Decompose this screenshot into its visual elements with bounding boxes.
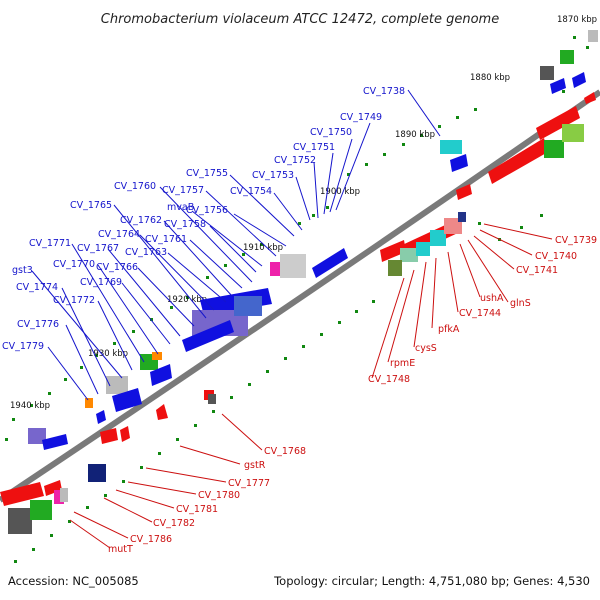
tick-marks (5, 36, 589, 563)
gene-label: cysS (415, 343, 437, 354)
gene-label: CV_1768 (264, 446, 306, 457)
gene-label: gstR (244, 460, 266, 471)
top-gene-labels: CV_1738 CV_1749 CV_1750 CV_1751 CV_1752 … (2, 86, 405, 352)
gene-label: CV_1749 (340, 112, 382, 123)
gene-label: glnS (510, 298, 531, 309)
gene-label: pfkA (438, 324, 460, 335)
gene-label: CV_1770 (53, 259, 95, 270)
gene-label: CV_1780 (198, 490, 240, 501)
top-callout-lines (31, 89, 441, 401)
gene-label: gst3 (12, 265, 33, 276)
reverse-genes (0, 106, 584, 534)
kbp-tick-label: 1900 kbp (320, 187, 360, 197)
gene-label: CV_1762 (120, 215, 162, 226)
gene-label: CV_1756 (186, 205, 228, 216)
kbp-labels: 1870 kbp 1880 kbp 1890 kbp 1900 kbp 1910… (10, 15, 597, 411)
gene-label: CV_1765 (70, 200, 112, 211)
gene-label: CV_1738 (363, 86, 405, 97)
gene-label: CV_1758 (164, 219, 206, 230)
kbp-tick-label: 1940 kbp (10, 401, 50, 411)
gene-label: CV_1786 (130, 534, 172, 545)
gene-label: CV_1763 (125, 247, 167, 258)
kbp-tick-label: 1930 kbp (88, 349, 128, 359)
topology-text: Topology: circular; Length: 4,751,080 bp… (273, 574, 590, 588)
gene-label: CV_1764 (98, 229, 140, 240)
gene-label: CV_1760 (114, 181, 156, 192)
gene-label: CV_1753 (252, 170, 294, 181)
kbp-tick-label: 1880 kbp (470, 73, 510, 83)
gene-label: mvaB (167, 202, 194, 213)
forward-genes (28, 30, 598, 450)
gene-label: CV_1757 (162, 185, 204, 196)
gene-label: CV_1755 (186, 168, 228, 179)
kbp-tick-label: 1870 kbp (557, 15, 597, 25)
gene-label: CV_1754 (230, 186, 272, 197)
gene-label: CV_1751 (293, 142, 335, 153)
gene-label: CV_1750 (310, 127, 352, 138)
gene-label: CV_1740 (535, 251, 577, 262)
gene-label: CV_1776 (17, 319, 59, 330)
gene-label: CV_1781 (176, 504, 218, 515)
gene-label: rpmE (390, 358, 415, 369)
gene-label: ushA (480, 293, 504, 304)
bottom-gene-labels: CV_1739 CV_1740 CV_1741 glnS ushA CV_174… (108, 235, 597, 555)
gene-label: CV_1767 (77, 243, 119, 254)
gene-label: CV_1779 (2, 341, 44, 352)
gene-label: CV_1774 (16, 282, 58, 293)
gene-label: CV_1766 (96, 262, 138, 273)
kbp-tick-label: 1910 kbp (243, 243, 283, 253)
gene-label: mutT (108, 544, 133, 555)
gene-label: CV_1771 (29, 238, 71, 249)
gene-label: CV_1741 (516, 265, 558, 276)
gene-label: CV_1777 (228, 478, 270, 489)
bottom-callout-lines (69, 223, 553, 549)
gene-label: CV_1782 (153, 518, 195, 529)
gene-label: CV_1739 (555, 235, 597, 246)
kbp-tick-label: 1920 kbp (167, 295, 207, 305)
gene-label: CV_1752 (274, 155, 316, 166)
genome-backbone (0, 89, 600, 503)
kbp-tick-label: 1890 kbp (395, 130, 435, 140)
gene-label: CV_1769 (80, 277, 122, 288)
gene-label: CV_1761 (145, 234, 187, 245)
map-title: Chromobacterium violaceum ATCC 12472, co… (101, 12, 499, 27)
gene-label: CV_1744 (459, 308, 501, 319)
accession-text: Accession: NC_005085 (8, 574, 139, 588)
gene-label: CV_1748 (368, 374, 410, 385)
gene-label: CV_1772 (53, 295, 95, 306)
